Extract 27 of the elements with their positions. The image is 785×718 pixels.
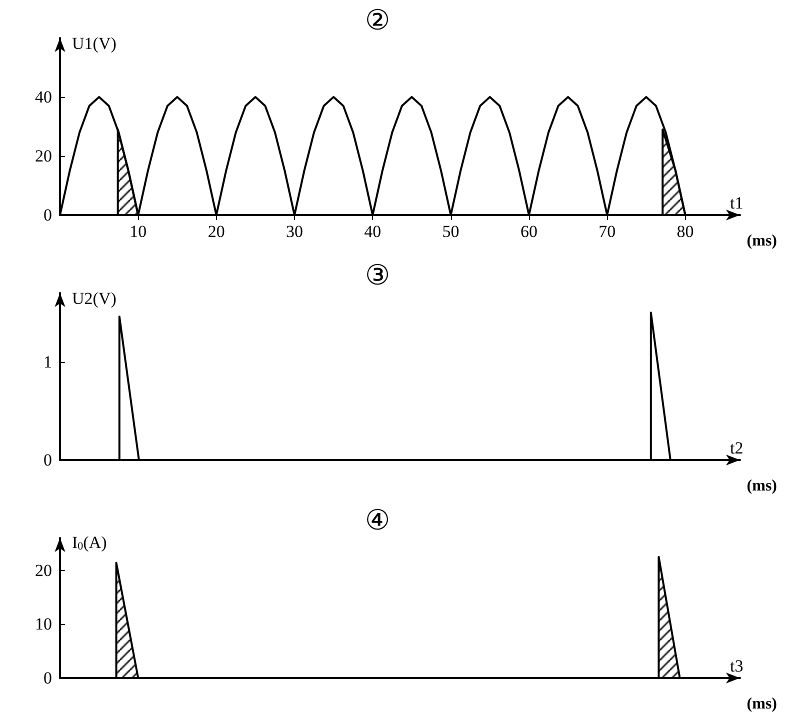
chart-title: ②: [365, 6, 390, 36]
text: (ms): [746, 232, 778, 250]
x-tick-label: 40: [364, 222, 382, 241]
x-tick-label: 50: [442, 222, 460, 241]
y-tick-label: 1: [44, 352, 52, 372]
y-tick-label: 20: [35, 146, 52, 166]
x-tick-label: 80: [676, 222, 694, 241]
text: (ms): [746, 696, 778, 712]
x-tick-label: 20: [208, 222, 225, 241]
x-tick-label: 60: [520, 222, 538, 241]
x-tick-label: 70: [598, 222, 616, 241]
y-axis-title: U1(V): [72, 34, 116, 53]
text: (ms): [746, 478, 778, 494]
y-tick-label: 20: [35, 560, 52, 580]
chart-title: ③: [365, 260, 390, 292]
x-tick-label: 10: [130, 222, 147, 241]
y-tick-label: 0: [44, 450, 52, 470]
y-tick-label: 0: [44, 206, 52, 224]
x-tick-label: 30: [286, 222, 303, 241]
y-tick-label: 10: [35, 614, 52, 634]
x-axis-title: t2: [730, 438, 744, 458]
chart-title: ④: [365, 506, 390, 536]
y-tick-label: 0: [44, 668, 52, 688]
x-axis-title: t3: [730, 656, 744, 676]
x-axis-title: t1: [730, 194, 744, 212]
y-tick-label: 40: [35, 88, 52, 106]
y-axis-title: U2(V): [72, 289, 116, 308]
